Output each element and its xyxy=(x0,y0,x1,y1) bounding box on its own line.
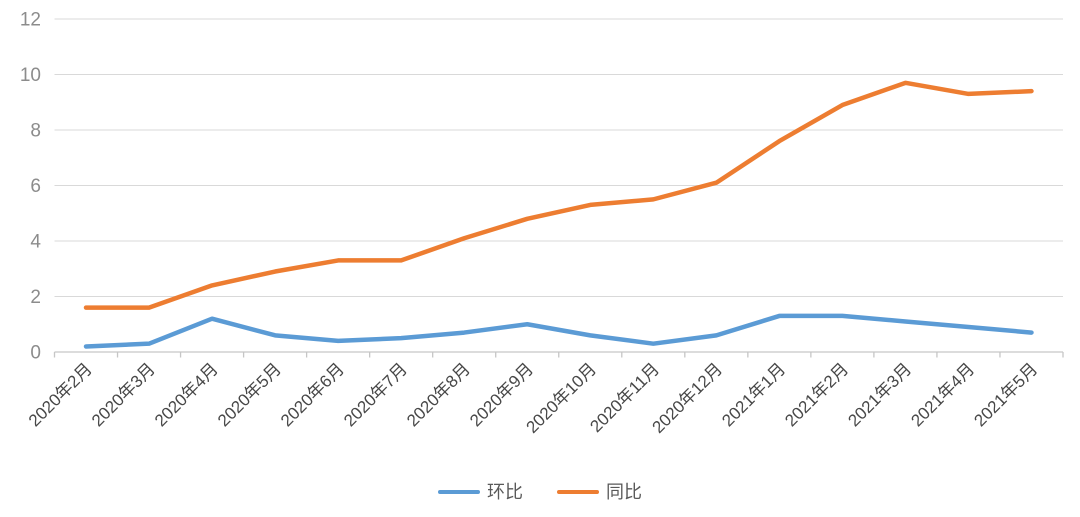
legend-swatch-yoy xyxy=(557,489,599,495)
legend-label-mom: 环比 xyxy=(487,482,523,502)
x-axis-tick-label: 2020年2月 xyxy=(25,359,96,430)
x-axis-tick-label: 2021年4月 xyxy=(907,359,978,430)
series-line-yoy xyxy=(83,80,1034,310)
y-axis-tick-label: 6 xyxy=(30,176,41,197)
legend-swatch-mom xyxy=(438,489,480,495)
chart-legend: 环比 同比 xyxy=(0,483,1080,501)
y-axis-tick-label: 2 xyxy=(30,287,41,308)
x-axis-tick-label: 2020年6月 xyxy=(277,359,348,430)
legend-label-yoy: 同比 xyxy=(606,482,642,502)
x-axis-tick-label: 2021年1月 xyxy=(718,359,789,430)
x-axis-tick-label: 2020年4月 xyxy=(151,359,222,430)
x-axis-tick-label: 2020年5月 xyxy=(214,359,285,430)
y-axis-tick-label: 12 xyxy=(20,10,41,31)
legend-item-yoy: 同比 xyxy=(557,483,642,501)
x-axis-tick-label: 2020年3月 xyxy=(88,359,159,430)
x-axis-tick-label: 2021年2月 xyxy=(781,359,852,430)
legend-item-mom: 环比 xyxy=(438,483,523,501)
x-axis-tick-label: 2021年3月 xyxy=(844,359,915,430)
y-axis-tick-label: 8 xyxy=(30,121,41,142)
x-axis-tick-label: 2020年8月 xyxy=(403,359,474,430)
x-axis-tick-label: 2021年5月 xyxy=(970,359,1041,430)
x-axis-tick-label: 2020年7月 xyxy=(340,359,411,430)
y-axis-tick-label: 4 xyxy=(30,232,41,253)
y-axis-tick-label: 10 xyxy=(20,65,41,86)
y-axis-tick-label: 0 xyxy=(30,343,41,364)
series-line-mom xyxy=(83,313,1034,349)
